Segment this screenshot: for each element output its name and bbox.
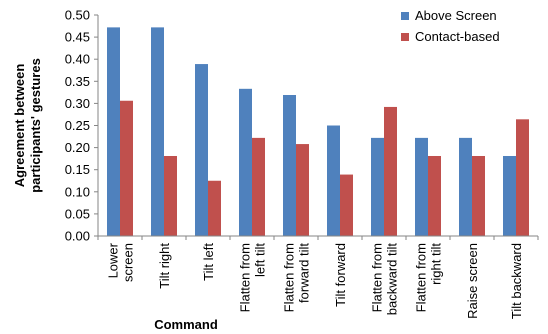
x-tick-label: Lower: [106, 242, 121, 278]
x-axis-tick-labels: Lower screen Tilt right Tilt left Flatten fr…: [97, 236, 539, 319]
x-tick-label: Flatten from: [370, 243, 385, 312]
x-tick-label: Tilt right: [157, 243, 172, 289]
x-tick-label: right tilt: [429, 243, 444, 285]
y-tick-label: 0.00: [65, 229, 90, 244]
bars: [107, 27, 529, 237]
legend: Above Screen Contact-based: [401, 8, 500, 44]
y-tick-label: 0.30: [65, 96, 90, 111]
y-axis-title-line: participants' gestures: [28, 58, 43, 193]
bar-contact-based: [384, 106, 397, 236]
bar-above-screen: [151, 27, 164, 236]
y-axis-title: Agreement between participants' gestures: [12, 58, 43, 193]
y-tick-label: 0.45: [65, 30, 90, 45]
bar-contact-based: [516, 119, 529, 236]
bar-contact-based: [472, 155, 485, 236]
y-tick-label: 0.50: [65, 8, 90, 23]
x-tick-label: Flatten from: [282, 243, 297, 312]
bar-above-screen: [371, 137, 384, 236]
y-axis-title-line: Agreement between: [12, 64, 27, 188]
x-tick-label: screen: [121, 243, 136, 282]
bar-contact-based: [120, 100, 133, 236]
y-tick-label: 0.15: [65, 162, 90, 177]
x-axis-title: Command: [154, 317, 218, 332]
bar-contact-based: [164, 155, 177, 236]
legend-label: Contact-based: [415, 29, 500, 44]
legend-label: Above Screen: [415, 8, 497, 23]
bar-above-screen: [195, 64, 208, 236]
x-tick-label: Flatten from: [238, 243, 253, 312]
x-tick-label: Raise screen: [465, 243, 480, 319]
bar-contact-based: [208, 180, 221, 236]
bar-above-screen: [459, 137, 472, 236]
bar-above-screen: [415, 137, 428, 236]
bar-contact-based: [252, 137, 265, 236]
legend-swatch: [401, 12, 409, 20]
x-tick-label: Tilt forward: [333, 243, 348, 307]
y-tick-label: 0.40: [65, 52, 90, 67]
x-tick-label: forward tilt: [297, 243, 312, 303]
x-tick-label: left tilt: [253, 243, 268, 277]
y-tick-label: 0.25: [65, 118, 90, 133]
y-tick-label: 0.35: [65, 74, 90, 89]
y-tick-label: 0.20: [65, 140, 90, 155]
legend-swatch: [401, 33, 409, 41]
y-axis-ticks: 0.00 0.05 0.10 0.15 0.20 0.25 0.30 0.35 0.40 0.45…: [65, 8, 98, 244]
bar-contact-based: [296, 144, 309, 236]
bar-above-screen: [327, 125, 340, 236]
bar-above-screen: [107, 27, 120, 236]
bar-above-screen: [239, 88, 252, 237]
x-tick-label: Flatten from: [414, 243, 429, 312]
x-tick-label: backward tilt: [385, 243, 400, 316]
bar-above-screen: [503, 155, 516, 236]
bar-above-screen: [283, 95, 296, 236]
x-tick-label: Tilt left: [201, 243, 216, 281]
bar-contact-based: [340, 174, 353, 236]
x-tick-label: Tilt backward: [509, 243, 524, 319]
bar-contact-based: [428, 155, 441, 236]
y-tick-label: 0.10: [65, 184, 90, 199]
y-tick-label: 0.05: [65, 206, 90, 221]
